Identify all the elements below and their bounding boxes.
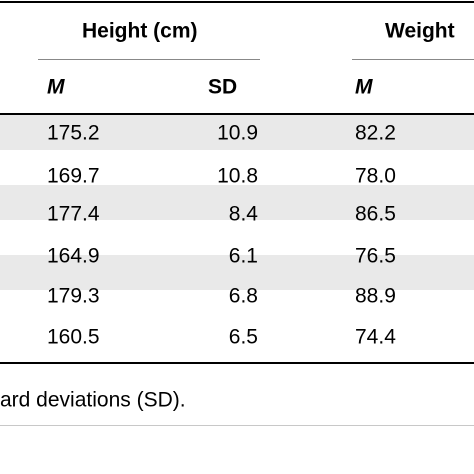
table-cell-height-mean: 169.7 xyxy=(47,164,100,188)
height-group-underline xyxy=(38,59,260,60)
row-plain xyxy=(0,220,474,255)
table-cell-weight-mean: 74.4 xyxy=(355,325,396,349)
row-plain xyxy=(0,290,474,325)
row-stripe xyxy=(0,185,474,220)
row-stripe xyxy=(0,115,474,150)
weight-group-underline xyxy=(352,59,474,60)
table-cell-weight-mean: 76.5 xyxy=(355,244,396,268)
table-cell-height-sd: 6.5 xyxy=(228,325,258,349)
height-mean-header: M xyxy=(47,75,65,99)
height-group-header: Height (cm) xyxy=(82,19,198,43)
table-cell-height-mean: 177.4 xyxy=(47,202,100,226)
height-sd-header: SD xyxy=(208,75,238,99)
table-cell-weight-mean: 82.2 xyxy=(355,121,396,145)
table-cell-height-sd: 6.8 xyxy=(228,284,258,308)
top-rule xyxy=(0,1,474,3)
table-cell-height-sd: 6.1 xyxy=(228,244,258,268)
table-footnote: ard deviations (SD). xyxy=(0,388,186,412)
table-cell-height-mean: 175.2 xyxy=(47,121,100,145)
weight-group-header: Weight xyxy=(385,19,455,43)
table-cell-height-sd: 10.9 xyxy=(217,121,258,145)
row-stripe xyxy=(0,255,474,290)
table-cell-weight-mean: 86.5 xyxy=(355,202,396,226)
footer-rule xyxy=(0,425,474,426)
weight-mean-header: M xyxy=(355,75,373,99)
row-plain xyxy=(0,150,474,185)
table-cell-height-mean: 179.3 xyxy=(47,284,100,308)
table-cell-height-sd: 10.8 xyxy=(217,164,258,188)
table-cell-height-sd: 8.4 xyxy=(228,202,258,226)
table-cell-height-mean: 164.9 xyxy=(47,244,100,268)
table-cell-weight-mean: 88.9 xyxy=(355,284,396,308)
table-cell-height-mean: 160.5 xyxy=(47,325,100,349)
table-cell-weight-mean: 78.0 xyxy=(355,164,396,188)
header-bottom-rule xyxy=(0,113,474,115)
table-bottom-rule xyxy=(0,362,474,364)
